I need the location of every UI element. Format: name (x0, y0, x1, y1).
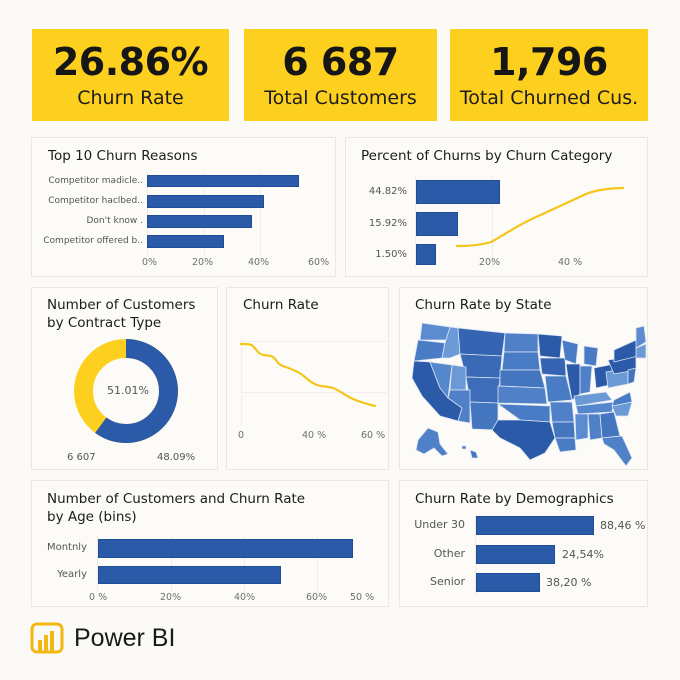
gridline (475, 515, 476, 595)
gridline-h (241, 392, 387, 393)
bar[interactable] (147, 215, 252, 228)
donut-left-label: 6 607 (67, 452, 96, 463)
power-bi-logo: Power BI (30, 622, 175, 654)
x-tick: 60% (306, 592, 328, 603)
card-title: Churn Rate by Demographics (415, 491, 614, 507)
category-label: Senior (429, 575, 465, 588)
trend-line (455, 186, 625, 248)
category-label: Yearly (57, 569, 87, 580)
bar[interactable] (476, 573, 540, 592)
bar[interactable] (416, 244, 436, 265)
churn-rate-line (239, 342, 377, 408)
card-title: Churn Rate (243, 297, 319, 313)
x-tick: 60 % (361, 430, 386, 441)
kpi-label: Total Churned Cus. (459, 87, 639, 109)
gridline (97, 536, 98, 591)
gridline (317, 536, 318, 591)
category-label: Competitor madicle.. (48, 176, 143, 186)
churn-rate-line-card[interactable]: Churn Rate 0 40 % 60 % (226, 287, 389, 470)
y-axis (241, 338, 242, 426)
x-tick: 0 (238, 430, 245, 441)
donut-center-label: 51.01% (107, 384, 149, 397)
card-title-line2: by Contract Type (47, 315, 162, 331)
x-tick: 40 % (302, 430, 327, 441)
demographics-card[interactable]: Churn Rate by Demographics Under 30 Othe… (399, 480, 648, 607)
card-title: Top 10 Churn Reasons (48, 148, 198, 164)
category-label: Don't know . (86, 216, 143, 226)
gridline (260, 172, 261, 254)
category-label: Other (433, 547, 465, 560)
kpi-churn-rate[interactable]: 26.86% Churn Rate (32, 29, 229, 121)
kpi-value: 26.86% (52, 40, 209, 84)
category-label: 44.82% (368, 186, 407, 197)
x-tick: 0 % (89, 592, 108, 603)
bar[interactable] (98, 566, 281, 584)
kpi-label: Churn Rate (77, 87, 184, 109)
category-label: Competitor haclbed.. (48, 196, 143, 206)
x-tick: 20% (160, 592, 182, 603)
gridline (171, 536, 172, 591)
bar[interactable] (147, 235, 224, 248)
category-label: Under 30 (414, 518, 465, 531)
donut-chart[interactable] (73, 338, 179, 444)
bar[interactable] (147, 175, 299, 187)
gridline-h (241, 341, 387, 342)
category-label: 1.50% (375, 249, 407, 260)
card-title-line2: by Age (bins) (47, 509, 137, 525)
kpi-value: 6 687 (282, 40, 399, 84)
value-label: 88,46 % (600, 519, 646, 532)
x-tick: 60% (308, 257, 330, 268)
kpi-label: Total Customers (264, 87, 417, 109)
category-label: 15.92% (368, 218, 407, 229)
product-name: Power BI (74, 623, 176, 652)
category-label: Competitor offered b.. (43, 236, 143, 246)
x-tick: 20% (192, 257, 214, 268)
top-churn-reasons-card[interactable]: Top 10 Churn Reasons Competitor madicle.… (31, 137, 336, 277)
card-title: Number of Customers and Churn Rate by Ag… (47, 490, 305, 526)
gridline (204, 172, 205, 254)
x-tick: 40 % (558, 257, 583, 268)
card-title-line1: Number of Customers (47, 297, 196, 313)
bar[interactable] (147, 195, 264, 208)
x-tick: 50 % (350, 592, 375, 603)
value-label: 24,54% (562, 548, 604, 561)
churn-category-card[interactable]: Percent of Churns by Churn Category 44.8… (345, 137, 648, 277)
state-map-card[interactable]: Churn Rate by State (399, 287, 648, 470)
bar[interactable] (476, 545, 555, 564)
gridline (415, 176, 416, 268)
x-tick: 0% (142, 257, 158, 268)
card-title: Number of Customers by Contract Type (47, 296, 195, 332)
value-label: 38,20 % (546, 576, 592, 589)
gridline (147, 172, 148, 254)
card-title: Percent of Churns by Churn Category (361, 148, 613, 164)
bar[interactable] (416, 212, 458, 236)
bar[interactable] (416, 180, 500, 204)
card-title-line1: Number of Customers and Churn Rate (47, 491, 306, 507)
age-bins-card[interactable]: Number of Customers and Churn Rate by Ag… (31, 480, 389, 607)
x-tick: 20% (479, 257, 501, 268)
kpi-total-churned[interactable]: 1,796 Total Churned Cus. (450, 29, 648, 121)
gridline (492, 176, 493, 268)
kpi-total-customers[interactable]: 6 687 Total Customers (244, 29, 437, 121)
category-label: Montnly (46, 542, 87, 553)
power-bi-icon (30, 622, 64, 654)
x-tick: 40% (248, 257, 270, 268)
x-tick: 40% (234, 592, 256, 603)
donut-right-label: 48.09% (157, 452, 196, 463)
gridline (244, 536, 245, 591)
bar[interactable] (98, 539, 353, 558)
bar[interactable] (476, 516, 594, 535)
us-map[interactable] (400, 288, 649, 471)
card-title: Churn Rate by State (415, 297, 552, 313)
contract-type-card[interactable]: Number of Customers by Contract Type 51.… (31, 287, 218, 470)
kpi-value: 1,796 (490, 40, 608, 84)
